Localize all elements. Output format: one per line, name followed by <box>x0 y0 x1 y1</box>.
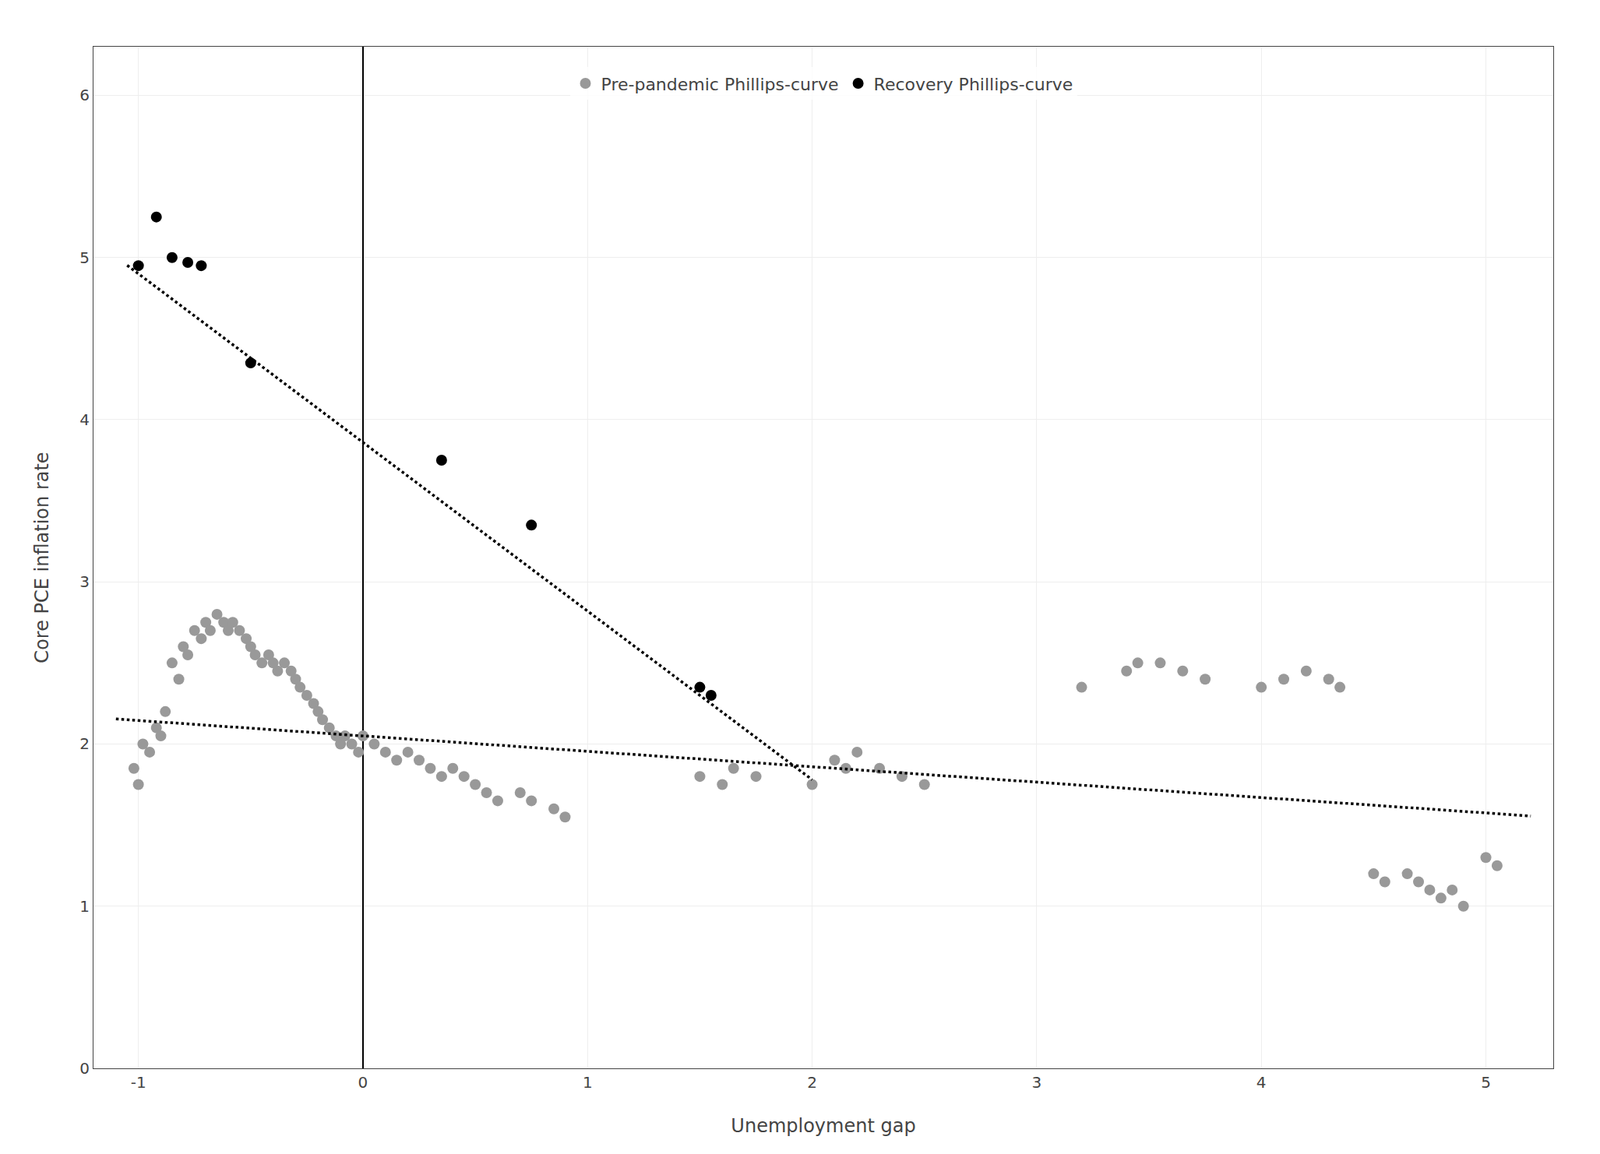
svg-text:Unemployment gap: Unemployment gap <box>730 1115 916 1138</box>
svg-text:0: 0 <box>358 1073 369 1093</box>
svg-text:4: 4 <box>1256 1073 1267 1093</box>
svg-text:4: 4 <box>79 410 90 430</box>
svg-text:6: 6 <box>79 85 90 105</box>
svg-text:5: 5 <box>79 248 90 268</box>
svg-text:Pre-pandemic Phillips-curve: Pre-pandemic Phillips-curve <box>601 74 839 95</box>
svg-text:0: 0 <box>79 1059 90 1079</box>
svg-text:Recovery Phillips-curve: Recovery Phillips-curve <box>874 74 1074 95</box>
svg-text:5: 5 <box>1480 1073 1491 1093</box>
svg-text:3: 3 <box>79 572 90 592</box>
svg-text:Core PCE inflation rate: Core PCE inflation rate <box>31 451 53 663</box>
svg-text:1: 1 <box>582 1073 593 1093</box>
svg-text:3: 3 <box>1032 1073 1043 1093</box>
svg-text:2: 2 <box>79 734 90 754</box>
svg-text:2: 2 <box>807 1073 818 1093</box>
svg-text:-1: -1 <box>130 1073 147 1093</box>
svg-text:1: 1 <box>79 897 90 917</box>
